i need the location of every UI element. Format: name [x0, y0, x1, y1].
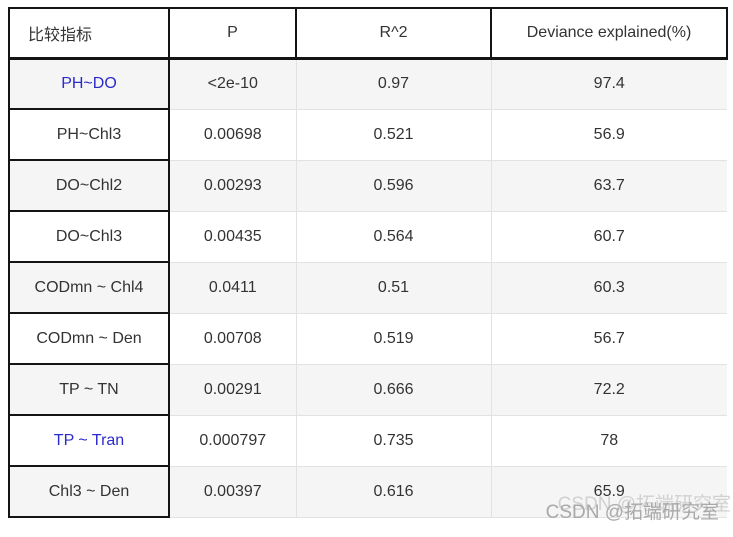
r2-cell: 0.521 [295, 108, 492, 161]
deviance-cell: 56.9 [490, 108, 727, 161]
r2-cell: 0.735 [295, 414, 492, 467]
deviance-cell: 78 [490, 414, 727, 467]
r2-cell: 0.97 [295, 57, 492, 110]
table-row: Chl3 ~ Den 0.00397 0.616 65.9 [8, 465, 727, 518]
deviance-cell: 60.7 [490, 210, 727, 263]
r2-cell: 0.519 [295, 312, 492, 365]
table-row: PH~DO <2e-10 0.97 97.4 [8, 57, 727, 110]
indicator-link[interactable]: TP ~ Tran [8, 414, 170, 467]
r2-cell: 0.616 [295, 465, 492, 518]
table-row: DO~Chl2 0.00293 0.596 63.7 [8, 159, 727, 212]
table-row: TP ~ TN 0.00291 0.666 72.2 [8, 363, 727, 416]
table-row: DO~Chl3 0.00435 0.564 60.7 [8, 210, 727, 263]
table-row: CODmn ~ Chl4 0.0411 0.51 60.3 [8, 261, 727, 314]
p-value-cell: 0.00291 [168, 363, 297, 416]
p-value-cell: 0.0411 [168, 261, 297, 314]
p-value-cell: 0.000797 [168, 414, 297, 467]
p-value-cell: 0.00293 [168, 159, 297, 212]
column-header-deviance: Deviance explained(%) [490, 7, 728, 60]
indicator-cell: Chl3 ~ Den [8, 465, 170, 518]
r2-cell: 0.596 [295, 159, 492, 212]
r2-cell: 0.666 [295, 363, 492, 416]
p-value-cell: 0.00698 [168, 108, 297, 161]
column-header-r2: R^2 [295, 7, 492, 60]
table-row: TP ~ Tran 0.000797 0.735 78 [8, 414, 727, 467]
table-row: PH~Chl3 0.00698 0.521 56.9 [8, 108, 727, 161]
deviance-cell: 72.2 [490, 363, 727, 416]
column-header-p: P [168, 7, 297, 60]
deviance-cell: 97.4 [490, 57, 727, 110]
indicator-cell: TP ~ TN [8, 363, 170, 416]
indicator-cell: PH~Chl3 [8, 108, 170, 161]
indicator-cell: CODmn ~ Den [8, 312, 170, 365]
p-value-cell: 0.00397 [168, 465, 297, 518]
header-row: 比较指标 P R^2 Deviance explained(%) [8, 7, 728, 60]
deviance-cell: 65.9 [490, 465, 727, 518]
comparison-table: 比较指标 P R^2 Deviance explained(%) PH~DO <… [8, 7, 728, 518]
r2-cell: 0.51 [295, 261, 492, 314]
p-value-cell: 0.00708 [168, 312, 297, 365]
p-value-cell: 0.00435 [168, 210, 297, 263]
column-header-indicator: 比较指标 [8, 7, 170, 60]
deviance-cell: 56.7 [490, 312, 727, 365]
r2-cell: 0.564 [295, 210, 492, 263]
p-value-cell: <2e-10 [168, 57, 297, 110]
deviance-cell: 63.7 [490, 159, 727, 212]
indicator-cell: DO~Chl2 [8, 159, 170, 212]
indicator-link[interactable]: PH~DO [8, 57, 170, 110]
indicator-cell: DO~Chl3 [8, 210, 170, 263]
table-row: CODmn ~ Den 0.00708 0.519 56.7 [8, 312, 727, 365]
indicator-cell: CODmn ~ Chl4 [8, 261, 170, 314]
deviance-cell: 60.3 [490, 261, 727, 314]
